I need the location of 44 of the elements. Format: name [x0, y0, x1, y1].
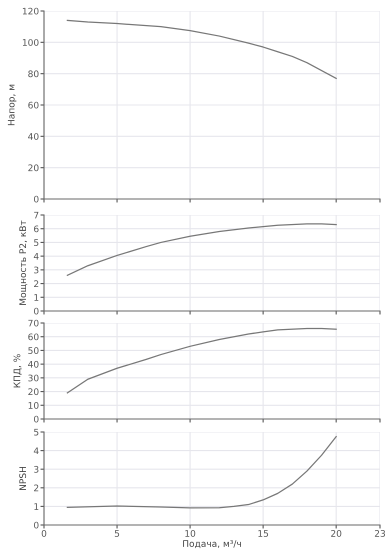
y-tick-label: 6	[34, 225, 39, 232]
line-series	[66, 436, 337, 509]
y-tick-label: 40	[28, 360, 39, 368]
x-tick-label: 23	[374, 530, 386, 537]
y-tick-label: 5	[34, 239, 38, 246]
y-tick-label: 60	[28, 102, 39, 109]
x-tick-label: 5	[114, 530, 120, 537]
x-tick-label: 20	[331, 530, 342, 537]
y-tick-label: 2	[34, 484, 38, 492]
y-tick-label: 100	[22, 39, 39, 46]
y-tick-label: 5	[34, 428, 38, 436]
y-tick-label: 1	[34, 503, 38, 510]
x-tick-label: 15	[258, 530, 268, 537]
x-tick-label: 0	[42, 530, 46, 537]
y-tick-label: 0	[34, 308, 39, 315]
y-axis-title: NPSH	[19, 467, 26, 490]
y-tick-label: 10	[28, 402, 39, 409]
y-tick-label: 20	[28, 164, 39, 172]
y-tick-label: 120	[22, 8, 39, 15]
y-tick-label: 50	[28, 347, 39, 354]
y-tick-label: 1	[34, 294, 38, 301]
line-series	[66, 328, 337, 394]
y-axis-title: Мощность Р2, кВт	[19, 220, 28, 305]
y-tick-label: 4	[34, 447, 39, 454]
y-tick-label: 3	[34, 266, 38, 274]
y-tick-label: 7	[34, 212, 38, 218]
y-tick-label: 4	[34, 252, 39, 260]
y-tick-label: 0	[34, 522, 39, 529]
line-series	[66, 223, 337, 276]
y-tick-label: 20	[28, 388, 39, 396]
y-tick-label: 3	[34, 466, 38, 473]
y-tick-label: 30	[28, 374, 39, 382]
y-tick-label: 60	[28, 333, 39, 340]
line-series	[66, 20, 337, 79]
y-tick-label: 0	[34, 416, 39, 423]
y-tick-label: 0	[34, 196, 39, 203]
y-axis-title: КПД, %	[14, 354, 22, 388]
x-axis-title: Подача, м³/ч	[183, 540, 241, 548]
y-tick-label: 70	[28, 320, 39, 327]
y-axis-title: Напор, м	[8, 84, 16, 126]
y-tick-label: 2	[34, 280, 38, 287]
x-tick-label: 10	[185, 530, 196, 537]
y-tick-label: 40	[28, 133, 39, 140]
y-tick-label: 80	[28, 70, 39, 78]
